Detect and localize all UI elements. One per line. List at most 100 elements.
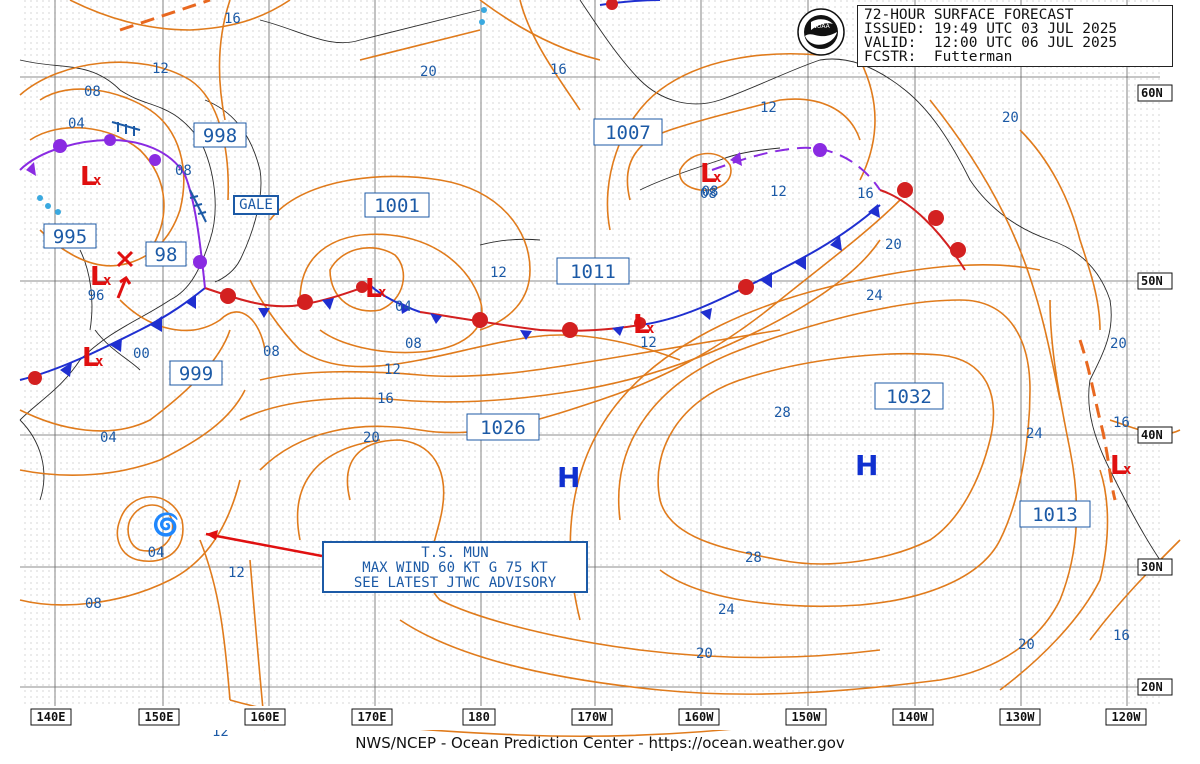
isobar-label: 16 [1150, 0, 1167, 4]
svg-text:x: x [103, 273, 112, 289]
svg-text:995: 995 [53, 226, 87, 248]
tropical-storm-pressure: 04 [148, 545, 165, 561]
forecaster: FCSTR: Futterman [864, 49, 1013, 65]
low-symbol: L [1110, 451, 1127, 481]
isobar-label: 16 [857, 186, 874, 202]
low-symbol: L [90, 262, 107, 292]
lat-label: 30N [1141, 560, 1163, 574]
gale-warning-label: GALE [233, 195, 279, 215]
fronts: 🌀 [19, 0, 1117, 558]
isobar-label: 16 [1113, 628, 1130, 644]
svg-text:999: 999 [179, 363, 213, 385]
high-symbol: H [557, 461, 580, 494]
svg-text:x: x [95, 354, 104, 370]
longitude-axis: 140E 150E 160E 170E 180 170W 160W 150W 1… [20, 706, 1160, 730]
pressure-box: 08 [702, 184, 719, 200]
lon-label: 140E [37, 710, 66, 724]
isobar-label: 12 [640, 335, 657, 351]
isobar-label: 08 [405, 336, 422, 352]
lat-lon-grid [20, 0, 1160, 706]
isobar-label: 08 [700, 186, 717, 202]
isobar-label: 12 [760, 0, 777, 4]
svg-text:1013: 1013 [1032, 504, 1078, 526]
low-symbol: L [82, 343, 99, 373]
isobar-label: 12 [770, 184, 787, 200]
isobar-label: 04 [68, 116, 85, 132]
dotted-background [20, 0, 1160, 706]
pressure-box: 1032 [874, 382, 944, 410]
isobar-label: 20 [1002, 110, 1019, 126]
lon-label: 170W [578, 710, 608, 724]
high-symbol: H [855, 449, 878, 482]
svg-text:04: 04 [148, 545, 165, 561]
isobar-label: 24 [866, 288, 883, 304]
lon-label: 130W [1006, 710, 1036, 724]
pressure-box: 1011 [556, 257, 630, 285]
isobar-label: 20 [885, 237, 902, 253]
svg-text:NOAA: NOAA [812, 23, 830, 30]
svg-text:1032: 1032 [886, 386, 932, 408]
pressure-box: 998 [193, 122, 247, 148]
lon-label: 150E [145, 710, 174, 724]
pressure-box: 96 [88, 288, 105, 304]
pressure-symbols: L x L x L x L x L x L x L x H H [80, 159, 1132, 494]
isobar-label: 20 [420, 64, 437, 80]
isobar-label: 20 [363, 430, 380, 446]
lon-label: 160E [251, 710, 280, 724]
svg-text:x: x [713, 170, 722, 186]
isobar-label: 12 [490, 265, 507, 281]
svg-text:x: x [378, 285, 387, 301]
pressure-box: 1013 [1019, 500, 1091, 528]
isobar-label: 08 [85, 596, 102, 612]
lon-label: 160W [685, 710, 715, 724]
pressure-box: 995 [43, 223, 97, 249]
svg-text:98: 98 [155, 244, 178, 266]
valid-time: VALID: 12:00 UTC 06 JUL 2025 [864, 35, 1118, 51]
lat-label: 20N [1141, 680, 1163, 694]
low-symbol: L [700, 159, 717, 189]
svg-text:1011: 1011 [570, 261, 616, 283]
low-symbol: L [365, 274, 382, 304]
credit-line: NWS/NCEP - Ocean Prediction Center - htt… [355, 734, 845, 752]
isobar-label: 28 [774, 405, 791, 421]
pressure-box: 98 [145, 241, 187, 267]
pressure-box: 1007 [593, 118, 663, 146]
isobar-label: 16 [1113, 415, 1130, 431]
pressure-center-values: 995 96 999 98 998 1001 08 1007 1011 1026… [43, 118, 1091, 561]
pressure-box: 1001 [364, 192, 430, 218]
tropical-storm-box: T.S. MUN MAX WIND 60 KT G 75 KT SEE LATE… [322, 541, 588, 593]
isobar-label: 24 [1026, 426, 1043, 442]
isobar-label: 08 [263, 344, 280, 360]
lat-label: 50N [1141, 274, 1163, 288]
svg-text:08: 08 [702, 184, 719, 200]
isobar-label: 20 [696, 646, 713, 662]
isobar-label: 24 [718, 602, 735, 618]
noaa-logo: NOAA [797, 8, 845, 56]
storm-advisory: SEE LATEST JTWC ADVISORY [353, 575, 557, 591]
isobar-label: 12 [384, 362, 401, 378]
storm-wind: MAX WIND 60 KT G 75 KT [362, 560, 548, 576]
isobar-label: 12 [152, 61, 169, 77]
pressure-box: 1026 [466, 413, 540, 441]
lat-label: 40N [1141, 428, 1163, 442]
lon-label: 180 [468, 710, 490, 724]
forecast-title: 72-HOUR SURFACE FORECAST [864, 7, 1074, 23]
isobar-label: 04 [395, 299, 412, 315]
forecast-info-box: 72-HOUR SURFACE FORECAST ISSUED: 19:49 U… [857, 5, 1173, 67]
storm-name: T.S. MUN [421, 545, 489, 561]
svg-text:x: x [646, 321, 655, 337]
svg-text:x: x [1123, 462, 1132, 478]
isobar-label: 08 [175, 163, 192, 179]
lon-label: 170E [358, 710, 387, 724]
svg-text:1001: 1001 [374, 195, 420, 217]
low-symbol: L [633, 310, 650, 340]
tropical-storm-symbol: 🌀 [152, 511, 179, 538]
isobar-label: 08 [84, 84, 101, 100]
lon-label: 150W [792, 710, 822, 724]
isobar-labels: 16 12 08 04 08 20 16 12 20 12 16 20 04 0… [68, 0, 1167, 740]
latitude-axis: 60N 50N 40N 30N 20N [1137, 84, 1173, 696]
svg-text:1007: 1007 [605, 122, 651, 144]
isobar-label: 12 [228, 565, 245, 581]
isobar-label: 16 [224, 11, 241, 27]
